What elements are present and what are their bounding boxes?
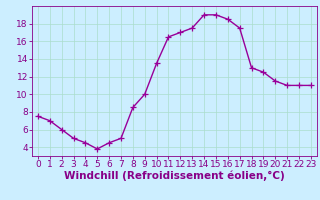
X-axis label: Windchill (Refroidissement éolien,°C): Windchill (Refroidissement éolien,°C) xyxy=(64,171,285,181)
